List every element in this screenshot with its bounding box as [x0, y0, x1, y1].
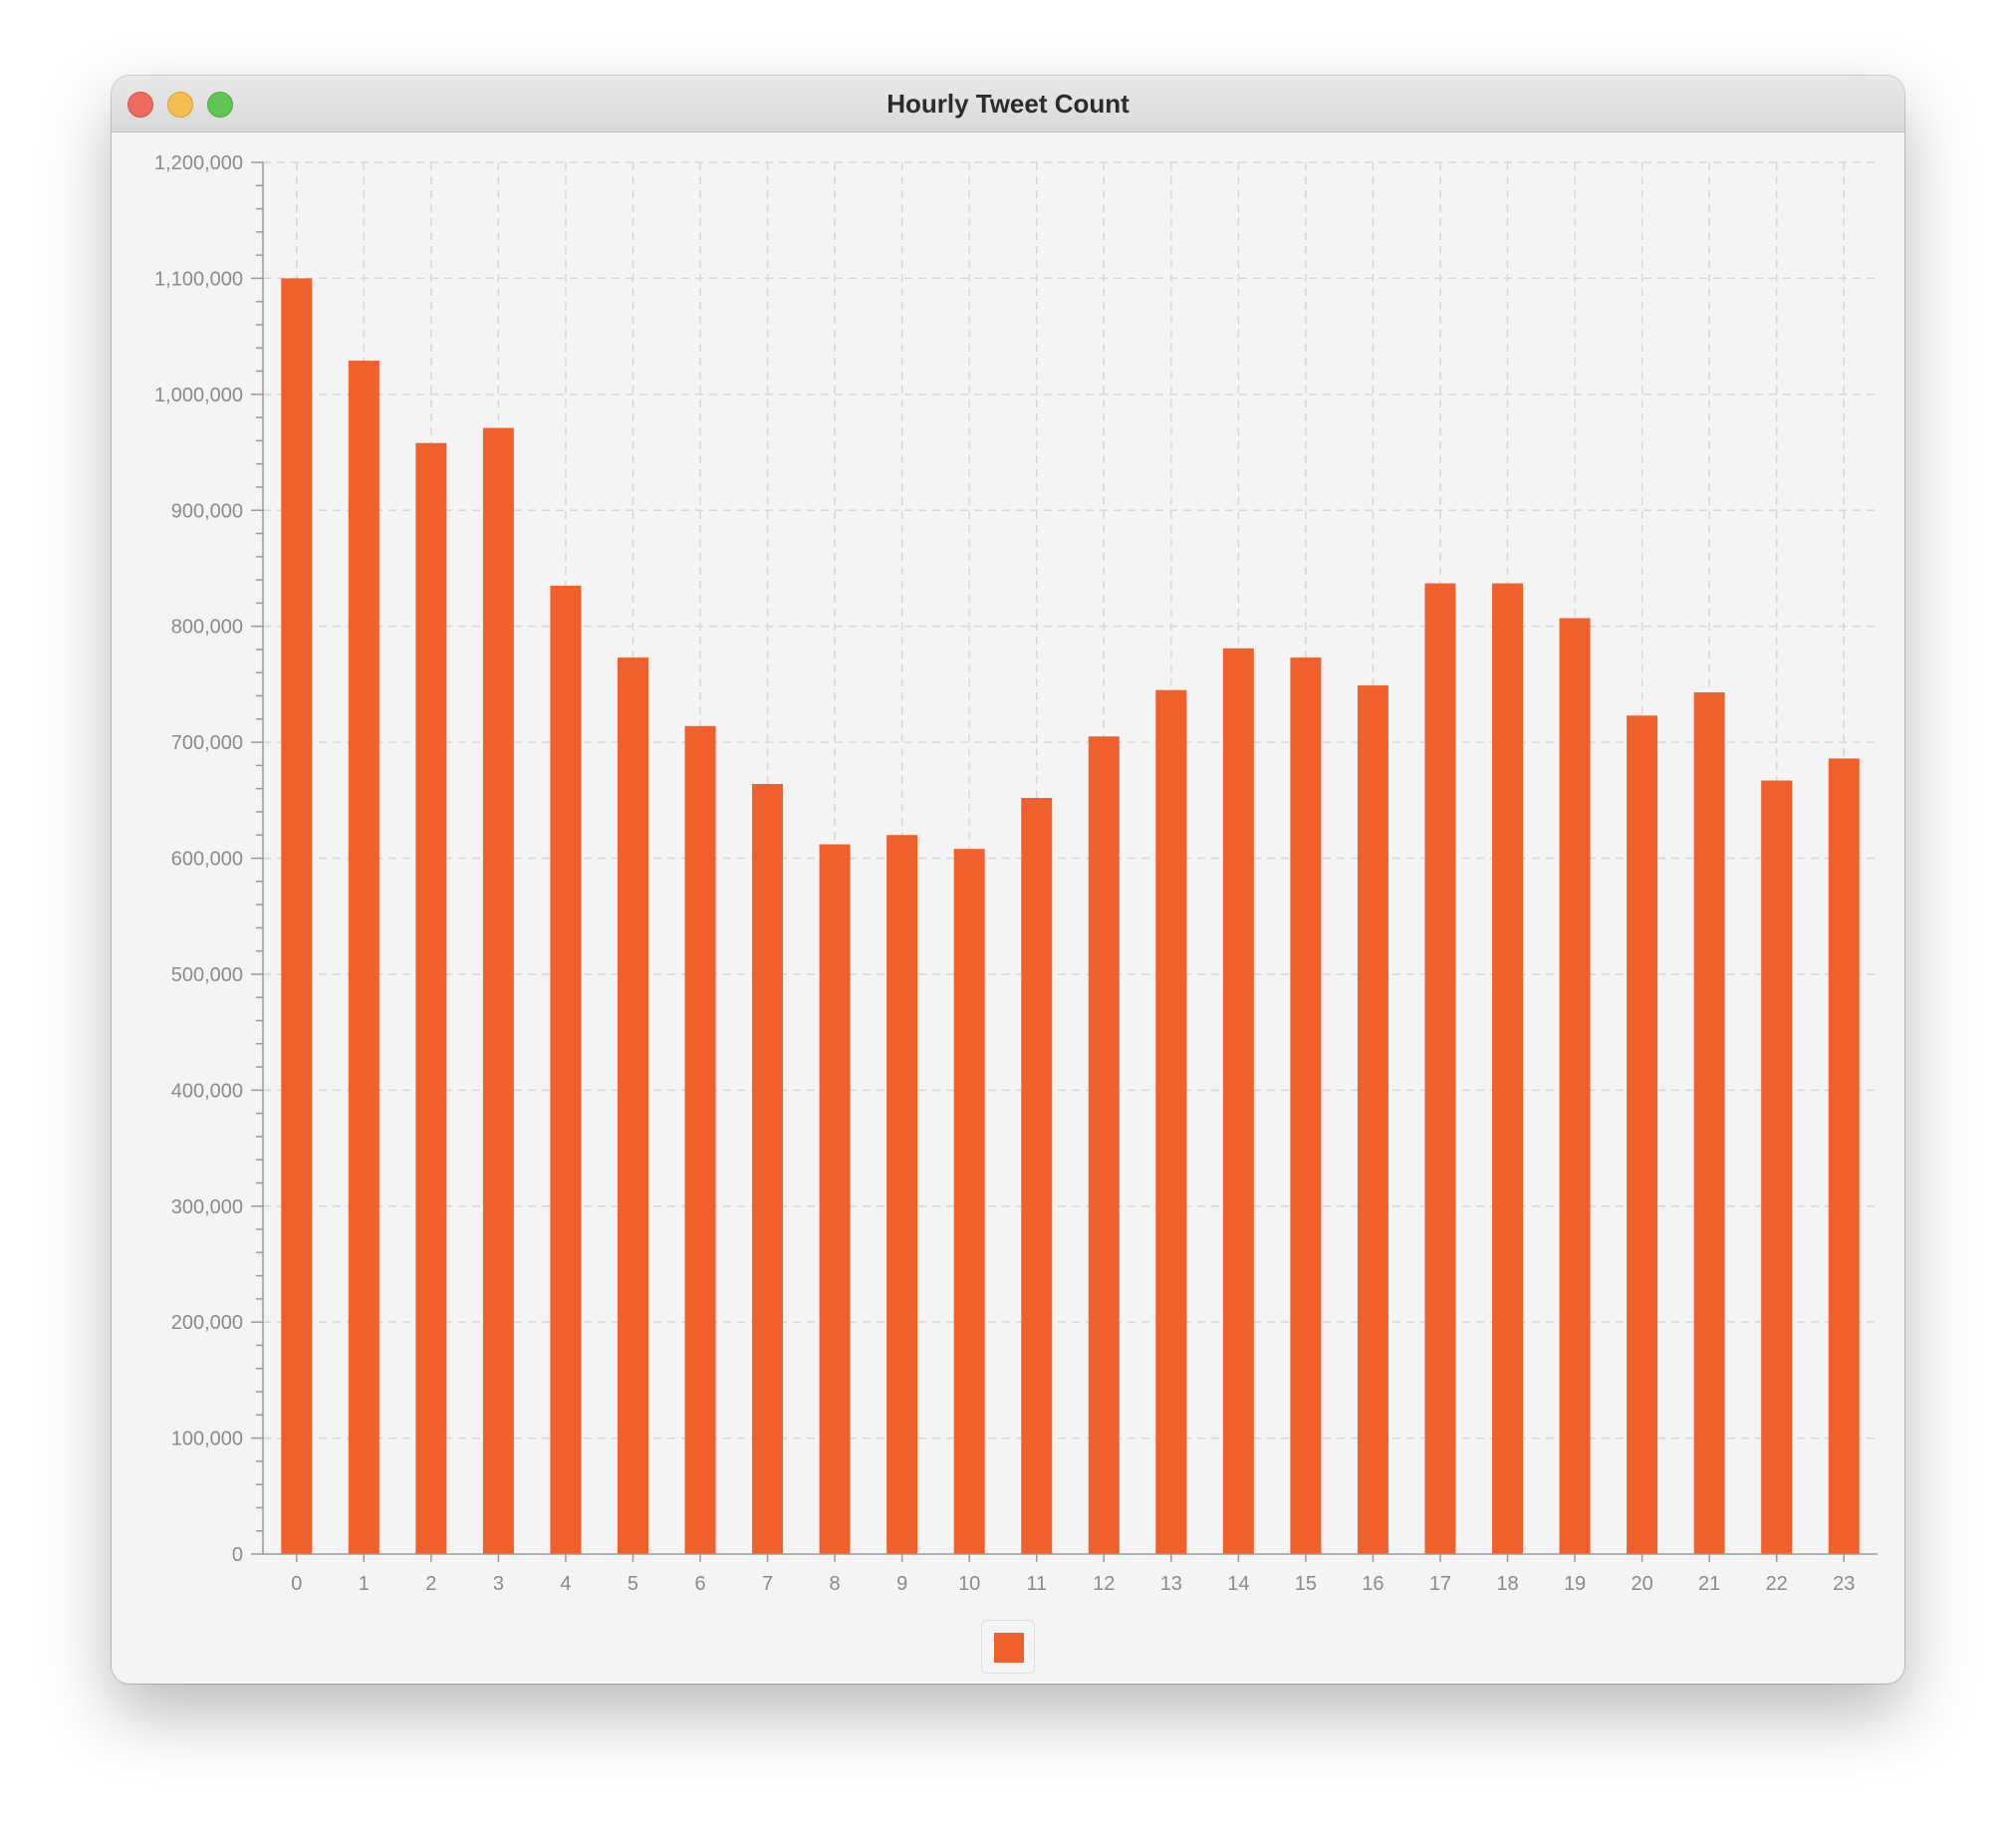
legend-swatch: [994, 1633, 1024, 1663]
bar-hour-20: [1627, 715, 1658, 1554]
bar-hour-3: [482, 427, 514, 1554]
bar-hour-9: [886, 835, 918, 1554]
y-tick-label: 300,000: [171, 1196, 243, 1218]
window-title: Hourly Tweet Count: [886, 89, 1130, 119]
chart-window: Hourly Tweet Count 0 100,000 200,000 300,00…: [112, 76, 1904, 1684]
x-tick-label: 6: [694, 1573, 705, 1595]
y-tick-label: 1,100,000: [154, 268, 243, 290]
bar-hour-5: [617, 657, 648, 1554]
maximize-window-button[interactable]: [207, 92, 233, 118]
x-tick-label: 8: [830, 1573, 841, 1595]
bar-hour-7: [752, 783, 784, 1554]
x-tick-label: 19: [1564, 1573, 1586, 1595]
bar-hour-11: [1021, 797, 1053, 1554]
y-tick-label: 600,000: [171, 849, 243, 871]
x-tick-label: 7: [762, 1573, 773, 1595]
minimize-window-button[interactable]: [167, 92, 193, 118]
x-tick-label: 12: [1093, 1573, 1115, 1595]
bar-chart: 0 100,000 200,000 300,000 400,000 500,000 600,…: [154, 152, 1878, 1595]
y-tick-label: 400,000: [171, 1080, 243, 1102]
x-tick-label: 21: [1698, 1573, 1720, 1595]
bar-hour-10: [953, 849, 985, 1554]
title-bar[interactable]: Hourly Tweet Count: [112, 76, 1904, 132]
x-tick-label: 9: [896, 1573, 907, 1595]
x-tick-label: 16: [1362, 1573, 1384, 1595]
bar-hour-14: [1222, 648, 1254, 1554]
bar-hour-6: [684, 725, 716, 1554]
bar-hour-13: [1155, 689, 1187, 1554]
y-tick-label: 800,000: [171, 617, 243, 639]
bar-hour-0: [281, 278, 313, 1554]
y-tick-label: 1,000,000: [154, 385, 243, 406]
y-tick-label: 700,000: [171, 732, 243, 754]
y-tick-label: 200,000: [171, 1312, 243, 1334]
x-tick-label: 10: [958, 1573, 980, 1595]
y-tick-label: 500,000: [171, 964, 243, 986]
x-tick-label: 11: [1026, 1573, 1047, 1595]
x-tick-label: 17: [1429, 1573, 1451, 1595]
bar-hour-22: [1761, 780, 1793, 1554]
y-tick-label: 1,200,000: [154, 152, 243, 174]
bar-hour-18: [1492, 583, 1524, 1554]
x-tick-label: 4: [560, 1573, 571, 1595]
y-tick-label: 100,000: [171, 1429, 243, 1450]
x-tick-label: 15: [1295, 1573, 1317, 1595]
y-tick-label: 0: [232, 1544, 243, 1566]
x-tick-label: 5: [628, 1573, 638, 1595]
x-tick-label: 3: [493, 1573, 504, 1595]
legend: [981, 1620, 1035, 1674]
x-tick-label: 22: [1766, 1573, 1788, 1595]
x-tick-label: 23: [1833, 1573, 1855, 1595]
x-tick-label: 1: [359, 1573, 370, 1595]
bar-hour-23: [1828, 758, 1860, 1554]
bar-hour-4: [550, 585, 582, 1554]
close-window-button[interactable]: [127, 92, 153, 118]
bar-hour-21: [1693, 692, 1725, 1554]
bar-hour-16: [1357, 685, 1388, 1554]
x-tick-label: 18: [1496, 1573, 1518, 1595]
bar-hour-8: [819, 844, 851, 1554]
x-tick-label: 20: [1631, 1573, 1652, 1595]
bar-hour-17: [1424, 583, 1456, 1554]
x-tick-label: 14: [1227, 1573, 1249, 1595]
x-tick-label: 13: [1160, 1573, 1182, 1595]
x-tick-label: 2: [425, 1573, 436, 1595]
bar-hour-19: [1559, 618, 1591, 1554]
x-tick-label: 0: [291, 1573, 302, 1595]
bar-hour-15: [1290, 657, 1322, 1554]
bar-hour-12: [1088, 736, 1120, 1554]
y-tick-label: 900,000: [171, 500, 243, 522]
bar-hour-2: [415, 442, 447, 1555]
bar-hour-1: [348, 361, 379, 1554]
